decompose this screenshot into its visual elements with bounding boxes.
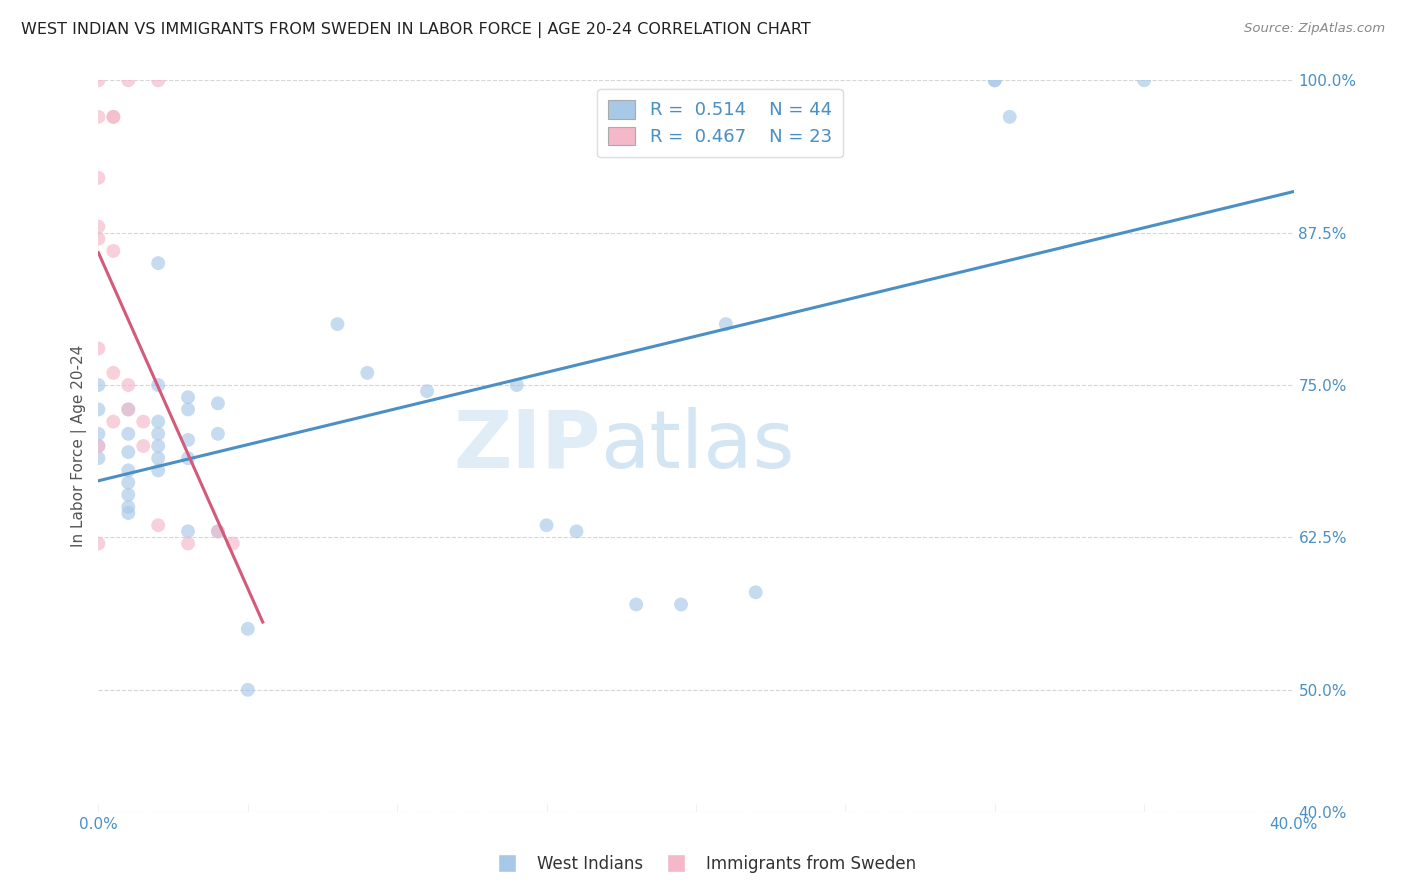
Text: ZIP: ZIP	[453, 407, 600, 485]
Point	[87, 536, 110, 550]
Point	[117, 402, 139, 417]
Point	[148, 73, 170, 87]
Point	[416, 384, 439, 399]
Point	[117, 488, 139, 502]
Point	[236, 682, 259, 697]
Point	[148, 439, 170, 453]
Point	[326, 317, 349, 331]
Point	[87, 439, 110, 453]
Point	[148, 426, 170, 441]
Point	[87, 73, 110, 87]
Point	[87, 402, 110, 417]
Point	[222, 536, 245, 550]
Point	[117, 500, 139, 514]
Point	[669, 598, 692, 612]
Point	[177, 390, 200, 404]
Point	[536, 518, 558, 533]
Point	[236, 622, 259, 636]
Point	[103, 366, 125, 380]
Point	[117, 378, 139, 392]
Point	[148, 451, 170, 466]
Point	[998, 110, 1021, 124]
Point	[177, 536, 200, 550]
Y-axis label: In Labor Force | Age 20-24: In Labor Force | Age 20-24	[72, 345, 87, 547]
Point	[87, 439, 110, 453]
Point	[356, 366, 378, 380]
Point	[148, 463, 170, 477]
Point	[87, 219, 110, 234]
Point	[565, 524, 588, 539]
Point	[177, 451, 200, 466]
Point	[506, 378, 529, 392]
Point	[984, 73, 1007, 87]
Point	[87, 451, 110, 466]
Point	[148, 518, 170, 533]
Point	[103, 244, 125, 258]
Point	[984, 73, 1007, 87]
Point	[117, 463, 139, 477]
Point	[207, 524, 229, 539]
Point	[132, 415, 155, 429]
Point	[714, 317, 737, 331]
Point	[148, 256, 170, 270]
Legend: West Indians, Immigrants from Sweden: West Indians, Immigrants from Sweden	[484, 848, 922, 880]
Point	[103, 110, 125, 124]
Point	[745, 585, 768, 599]
Point	[207, 426, 229, 441]
Point	[117, 402, 139, 417]
Point	[207, 396, 229, 410]
Point	[177, 433, 200, 447]
Point	[87, 378, 110, 392]
Point	[87, 426, 110, 441]
Point	[132, 439, 155, 453]
Point	[117, 506, 139, 520]
Point	[87, 342, 110, 356]
Point	[117, 445, 139, 459]
Point	[87, 232, 110, 246]
Point	[148, 415, 170, 429]
Point	[117, 426, 139, 441]
Point	[117, 475, 139, 490]
Point	[87, 170, 110, 185]
Text: atlas: atlas	[600, 407, 794, 485]
Text: WEST INDIAN VS IMMIGRANTS FROM SWEDEN IN LABOR FORCE | AGE 20-24 CORRELATION CHA: WEST INDIAN VS IMMIGRANTS FROM SWEDEN IN…	[21, 22, 811, 38]
Point	[1133, 73, 1156, 87]
Legend: R =  0.514    N = 44, R =  0.467    N = 23: R = 0.514 N = 44, R = 0.467 N = 23	[598, 89, 842, 157]
Point	[177, 402, 200, 417]
Text: Source: ZipAtlas.com: Source: ZipAtlas.com	[1244, 22, 1385, 36]
Point	[117, 73, 139, 87]
Point	[177, 524, 200, 539]
Point	[626, 598, 648, 612]
Point	[207, 524, 229, 539]
Point	[87, 110, 110, 124]
Point	[103, 415, 125, 429]
Point	[148, 378, 170, 392]
Point	[103, 110, 125, 124]
